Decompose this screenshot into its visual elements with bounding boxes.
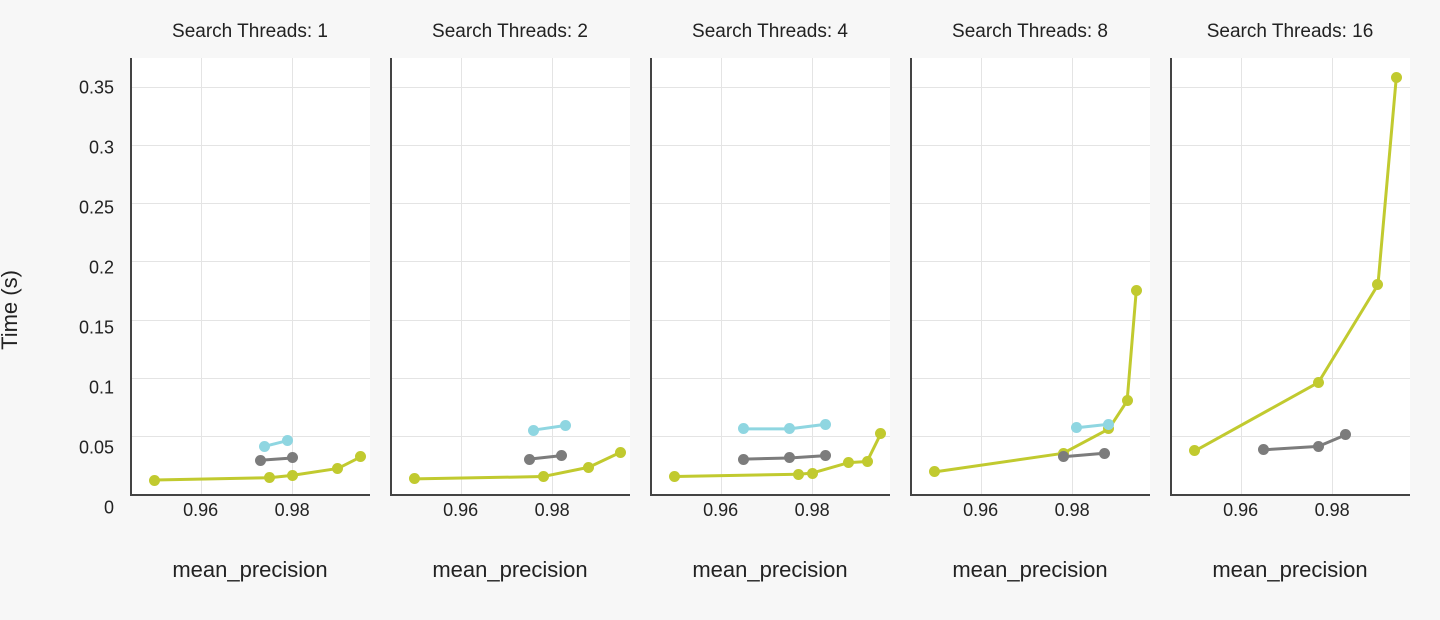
series-marker [1372, 279, 1383, 290]
y-tick-label: 0.3 [54, 138, 114, 159]
plot-area: 0.960.98 [910, 58, 1150, 496]
series-marker [264, 472, 275, 483]
series-marker [287, 452, 298, 463]
plot-outer: 0.96 0.98 [1162, 46, 1418, 550]
series-marker [538, 471, 549, 482]
series-marker [528, 425, 539, 436]
figure: Time (s) 00.050.10.150.20.250.30.35 Sear… [0, 0, 1440, 620]
series-marker [1391, 72, 1402, 83]
plot-area: 0.960.98 [130, 58, 370, 496]
x-axis-label: mean_precision [1162, 550, 1418, 590]
panels-row: Search Threads: 10.960.98mean_precisionS… [120, 18, 1420, 590]
panel-title: Search Threads: 8 [902, 18, 1158, 46]
x-tick-label: 0.96 [443, 500, 478, 521]
series-marker [784, 423, 795, 434]
plot-outer: 0.96 0.98 [382, 46, 638, 550]
x-axis-label: mean_precision [122, 550, 378, 590]
series-marker [524, 454, 535, 465]
panel: Search Threads: 16 0.96 0.98 mean_precision [1160, 18, 1420, 590]
series-marker [255, 455, 266, 466]
x-axis-label: mean_precision [642, 550, 898, 590]
series-marker [355, 451, 366, 462]
series-marker [282, 435, 293, 446]
series-marker [843, 457, 854, 468]
panel: Search Threads: 8 0.96 0.98 mean_precision [900, 18, 1160, 590]
series-marker [583, 462, 594, 473]
x-tick-label: 0.96 [1223, 500, 1258, 521]
x-tick-label: 0.98 [535, 500, 570, 521]
marker-layer [132, 58, 370, 494]
series-marker [149, 475, 160, 486]
series-marker [1099, 448, 1110, 459]
marker-layer [1172, 58, 1410, 494]
series-marker [1131, 285, 1142, 296]
series-marker [793, 469, 804, 480]
plot-outer: 0.96 0.98 [902, 46, 1158, 550]
series-marker [332, 463, 343, 474]
y-tick-label: 0.25 [54, 197, 114, 218]
series-marker [1258, 444, 1269, 455]
plot-area: 0.960.98 [650, 58, 890, 496]
plot-area: 0.960.98 [390, 58, 630, 496]
panel: Search Threads: 1 0.96 0.98 mean_precision [120, 18, 380, 590]
marker-layer [912, 58, 1150, 494]
panel: Search Threads: 2 0.96 0.98 mean_precision [380, 18, 640, 590]
series-marker [556, 450, 567, 461]
y-tick-label: 0 [54, 498, 114, 519]
series-marker [738, 454, 749, 465]
series-marker [807, 468, 818, 479]
series-marker [784, 452, 795, 463]
panel: Search Threads: 4 0.96 0.98 mean_precision [640, 18, 900, 590]
series-marker [1122, 395, 1133, 406]
x-tick-label: 0.98 [275, 500, 310, 521]
marker-layer [652, 58, 890, 494]
panel-title: Search Threads: 16 [1162, 18, 1418, 46]
panel-title: Search Threads: 1 [122, 18, 378, 46]
y-axis-label: Time (s) [0, 270, 23, 350]
y-tick-label: 0.1 [54, 378, 114, 399]
y-tick-label: 0.15 [54, 318, 114, 339]
panel-title: Search Threads: 2 [382, 18, 638, 46]
y-axis-ticks: 00.050.10.150.20.250.30.35 [70, 58, 114, 508]
series-marker [560, 420, 571, 431]
y-tick-label: 0.05 [54, 438, 114, 459]
series-marker [1189, 445, 1200, 456]
series-marker [1071, 422, 1082, 433]
series-marker [287, 470, 298, 481]
plot-outer: 0.96 0.98 [122, 46, 378, 550]
marker-layer [392, 58, 630, 494]
y-tick-label: 0.35 [54, 78, 114, 99]
series-marker [1313, 441, 1324, 452]
series-marker [409, 473, 420, 484]
series-marker [929, 466, 940, 477]
plot-area: 0.960.98 [1170, 58, 1410, 496]
x-tick-label: 0.98 [1315, 500, 1350, 521]
series-marker [669, 471, 680, 482]
x-axis-label: mean_precision [382, 550, 638, 590]
x-tick-label: 0.96 [963, 500, 998, 521]
series-marker [820, 450, 831, 461]
x-tick-label: 0.96 [703, 500, 738, 521]
x-tick-label: 0.98 [1055, 500, 1090, 521]
series-marker [1340, 429, 1351, 440]
series-marker [1313, 377, 1324, 388]
plot-outer: 0.96 0.98 [642, 46, 898, 550]
x-tick-label: 0.98 [795, 500, 830, 521]
series-marker [1058, 451, 1069, 462]
x-axis-label: mean_precision [902, 550, 1158, 590]
series-marker [820, 419, 831, 430]
y-tick-label: 0.2 [54, 258, 114, 279]
series-marker [738, 423, 749, 434]
x-tick-label: 0.96 [183, 500, 218, 521]
panel-title: Search Threads: 4 [642, 18, 898, 46]
series-marker [875, 428, 886, 439]
series-marker [862, 456, 873, 467]
series-marker [259, 441, 270, 452]
series-marker [615, 447, 626, 458]
series-marker [1103, 419, 1114, 430]
